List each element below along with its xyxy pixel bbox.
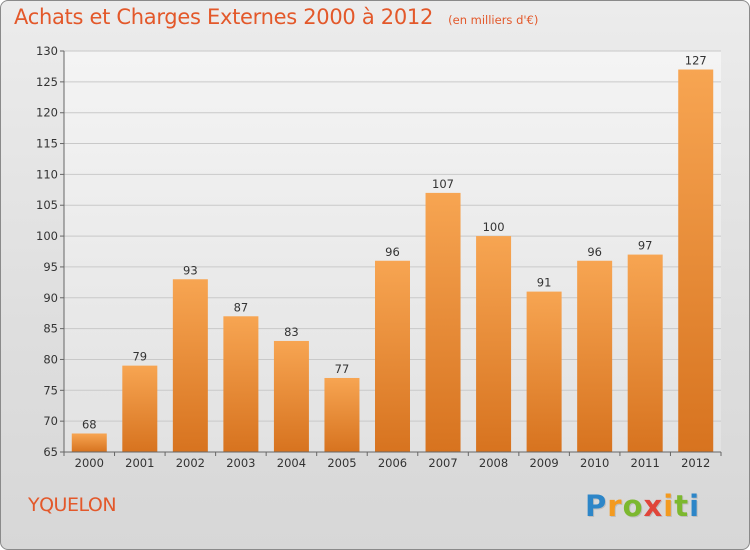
bar (122, 365, 158, 452)
bar-value-label: 127 (685, 54, 707, 68)
x-tick-label: 2010 (580, 456, 609, 470)
bar (71, 433, 107, 452)
bars: 68 79 93 87 83 77 96 107 100 91 96 97 127 (71, 54, 714, 452)
bar-value-label: 91 (537, 276, 552, 290)
y-tick-label: 85 (43, 322, 58, 336)
logo-letter: x (643, 489, 664, 523)
bar-value-label: 100 (483, 220, 505, 234)
bar-value-label: 96 (587, 245, 602, 259)
logo-letter: t (674, 489, 690, 523)
chart-title: Achats et Charges Externes 2000 à 2012 (14, 5, 434, 29)
bar (577, 260, 613, 452)
x-tick-label: 2009 (529, 456, 558, 470)
bar (172, 279, 208, 452)
place-name: YQUELON (28, 494, 117, 516)
proxiti-logo: Proxiti (585, 489, 700, 523)
bar (375, 260, 410, 452)
logo-letter: i (689, 489, 701, 523)
y-tick-label: 100 (36, 229, 58, 243)
x-tick-label: 2011 (631, 456, 660, 470)
x-tick-label: 2001 (125, 456, 154, 470)
x-tick-label: 2007 (428, 456, 457, 470)
bar (324, 377, 360, 452)
logo-letter: i (663, 489, 675, 523)
y-tick-label: 95 (43, 260, 58, 274)
y-tick-label: 105 (36, 198, 58, 212)
bar (678, 69, 714, 452)
bar-value-label: 77 (335, 362, 350, 376)
bar (476, 236, 512, 452)
bar-value-label: 107 (432, 177, 454, 191)
logo-letter: o (622, 489, 644, 523)
bar (627, 254, 663, 452)
x-tick-label: 2008 (479, 456, 508, 470)
bar (223, 316, 259, 452)
y-axis: 65 70 75 80 85 90 95 100 105 110 115 120 125 130 (36, 44, 65, 459)
chart-title-block: Achats et Charges Externes 2000 à 2012 (… (14, 5, 538, 29)
y-tick-label: 120 (36, 106, 58, 120)
y-tick-label: 90 (43, 291, 58, 305)
bar (526, 291, 562, 452)
bar-value-label: 96 (385, 245, 400, 259)
bar-value-label: 83 (284, 325, 299, 339)
y-tick-label: 130 (36, 44, 58, 58)
x-axis: 2000 2001 2002 2003 2004 2005 2006 2007 2008 2009… (63, 451, 722, 470)
bar (273, 340, 309, 452)
bar-value-label: 68 (82, 417, 97, 431)
bar-value-label: 97 (638, 239, 653, 253)
chart-subtitle: (en milliers d'€) (448, 13, 539, 27)
logo-letter: P (585, 489, 608, 523)
y-tick-label: 125 (36, 75, 58, 89)
y-tick-label: 110 (36, 167, 58, 181)
bar-value-label: 93 (183, 263, 198, 277)
bar-value-label: 79 (132, 350, 147, 364)
y-tick-label: 75 (43, 383, 58, 397)
x-tick-label: 2003 (226, 456, 255, 470)
x-tick-label: 2006 (378, 456, 407, 470)
x-tick-label: 2004 (277, 456, 306, 470)
logo-letter: r (607, 489, 623, 523)
bar-value-label: 87 (234, 300, 249, 314)
y-tick-label: 80 (43, 352, 58, 366)
x-tick-label: 2005 (327, 456, 356, 470)
y-tick-label: 70 (43, 414, 58, 428)
y-tick-label: 115 (36, 137, 58, 151)
bar (425, 192, 461, 452)
x-tick-label: 2002 (176, 456, 205, 470)
y-tick-label: 65 (43, 445, 58, 459)
x-tick-label: 2012 (681, 456, 710, 470)
x-tick-label: 2000 (75, 456, 104, 470)
